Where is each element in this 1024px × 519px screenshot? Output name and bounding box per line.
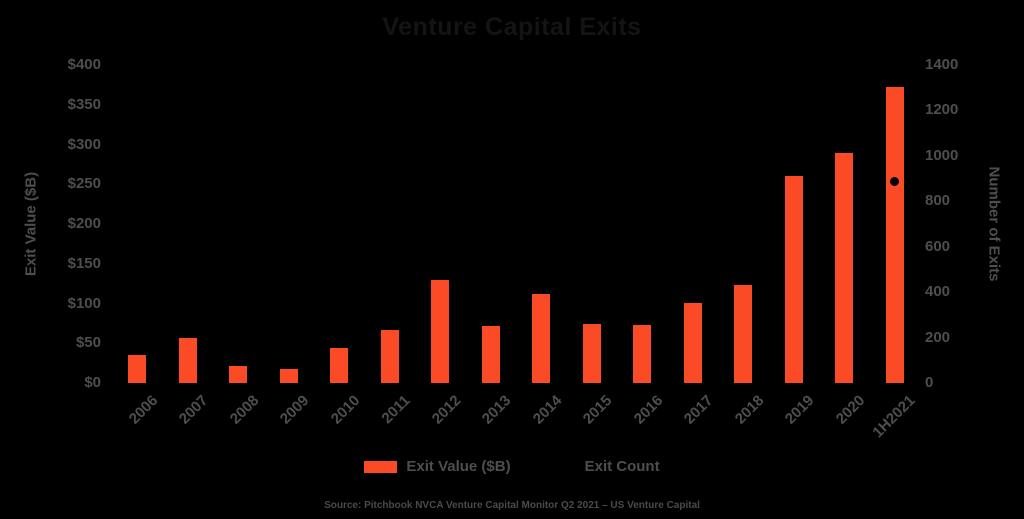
right-axis-tick: 600 [925,237,951,255]
right-axis-tick: 200 [925,328,951,346]
left-axis-tick: $150 [67,254,101,272]
bar-2006 [128,355,147,383]
bar-2008 [229,366,248,383]
left-axis-tick: $300 [67,135,101,153]
x-axis-label-2008: 2008 [226,392,263,428]
right-axis-tick: 400 [925,283,951,301]
bar-2017 [683,302,702,383]
x-axis-label-2015: 2015 [580,392,616,428]
left-axis-tick: $100 [67,294,101,312]
exit-count-marker-icon [566,462,576,471]
legend-item-exit-value: Exit Value ($B) [364,458,511,475]
bar-2013 [481,325,500,383]
exit-count-dot-1H2021 [890,177,900,187]
left-axis-tick: $50 [75,334,101,352]
right-axis-tick: 1200 [925,101,959,119]
bar-2016 [633,324,652,383]
bar-2018 [734,285,753,383]
right-axis-tick: 1000 [925,146,959,164]
bar-2010 [330,348,349,383]
exit-value-bar-swatch-icon [364,460,398,473]
legend: Exit Value ($B) Exit Count [0,458,1024,475]
bar-1H2021 [885,87,904,383]
right-axis-tick: 800 [925,192,951,210]
legend-item-exit-count: Exit Count [566,458,660,475]
left-axis-tick: $200 [67,215,101,232]
left-axis-tick: $250 [67,175,101,193]
x-axis-label-2017: 2017 [681,392,717,428]
x-axis-label-2006: 2006 [125,392,162,428]
right-axis-tick: 1400 [925,56,959,73]
x-axis-label-2011: 2011 [378,392,414,428]
x-axis-label-2014: 2014 [529,392,566,428]
left-axis-tick: $0 [84,374,101,391]
x-axis-label-1H2021: 1H2021 [869,392,919,442]
bar-2009 [279,368,298,383]
bar-2014 [532,293,551,383]
legend-label-exit-count: Exit Count [584,458,660,475]
bar-2020 [835,153,854,383]
x-axis-label-2019: 2019 [782,392,818,428]
bar-2007 [178,338,197,383]
legend-label-exit-value: Exit Value ($B) [406,458,511,475]
chart-title: Venture Capital Exits [382,13,642,41]
bar-2015 [582,324,601,383]
left-axis-tick: $350 [67,95,101,113]
bar-2011 [380,329,399,383]
x-axis-label-2010: 2010 [327,392,364,428]
x-axis-label-2016: 2016 [630,392,667,428]
right-axis-tick: 0 [925,374,934,391]
left-axis-tick: $400 [67,56,101,73]
x-axis-label-2020: 2020 [832,392,869,428]
x-axis-label-2009: 2009 [277,392,313,428]
x-axis-label-2018: 2018 [731,392,768,428]
x-axis-label-2013: 2013 [479,392,515,428]
bar-2019 [784,176,803,383]
x-axis-label-2007: 2007 [176,392,212,428]
x-axis-label-2012: 2012 [428,392,465,428]
bar-2012 [431,280,450,383]
source-note: Source: Pitchbook NVCA Venture Capital M… [324,500,700,511]
